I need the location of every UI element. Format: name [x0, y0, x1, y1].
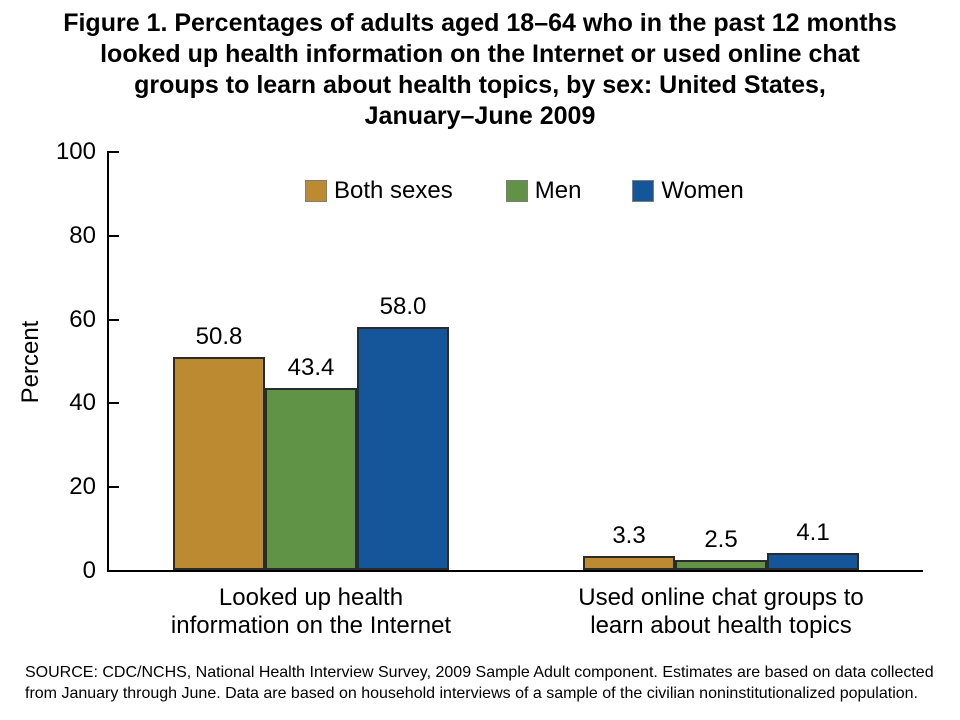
y-axis-line	[107, 151, 109, 572]
category-label-chat-groups: Used online chat groups to learn about h…	[578, 584, 864, 639]
y-tick-label: 100	[55, 138, 96, 165]
legend-swatch-women	[632, 180, 655, 202]
chart-title: Figure 1. Percentages of adults aged 18–…	[63, 9, 897, 130]
y-tick-label: 60	[69, 306, 96, 333]
legend-label-women: Women	[661, 177, 744, 204]
source-note: SOURCE: CDC/NCHS, National Health Interv…	[25, 664, 934, 702]
y-tick-label: 20	[69, 473, 96, 500]
y-tick-mark	[109, 402, 119, 404]
legend-item-men: Men	[505, 177, 582, 204]
bar-value-label: 43.4	[287, 354, 335, 381]
legend-swatch-both-sexes	[305, 180, 327, 202]
bar-men	[265, 388, 357, 570]
category-label-internet: Looked up health information on the Inte…	[170, 584, 452, 639]
y-tick-mark	[109, 486, 119, 488]
bar-men	[675, 560, 767, 570]
y-tick-mark	[109, 151, 119, 153]
bar-value-label: 58.0	[379, 293, 427, 320]
bar-value-label: 3.3	[612, 522, 646, 549]
legend-label-men: Men	[534, 177, 582, 204]
y-tick-mark	[109, 235, 119, 237]
y-tick-label: 80	[69, 222, 96, 249]
bar-value-label: 4.1	[796, 519, 830, 546]
y-tick-label: 40	[69, 389, 96, 416]
y-tick-mark	[109, 319, 119, 321]
legend-swatch-men	[505, 180, 528, 202]
x-axis-line	[107, 570, 923, 572]
bar-women	[767, 553, 859, 570]
legend-item-both-sexes: Both sexes	[305, 179, 453, 203]
bar-value-label: 50.8	[195, 323, 243, 350]
bar-both-sexes	[583, 556, 675, 570]
legend-label-both-sexes: Both sexes	[334, 177, 453, 204]
legend-item-women: Women	[632, 177, 744, 204]
y-tick-label: 0	[82, 557, 96, 584]
legend: Both sexes Men Women	[305, 179, 744, 203]
bar-both-sexes	[173, 357, 265, 570]
bar-women	[357, 327, 449, 570]
bar-value-label: 2.5	[704, 526, 738, 553]
